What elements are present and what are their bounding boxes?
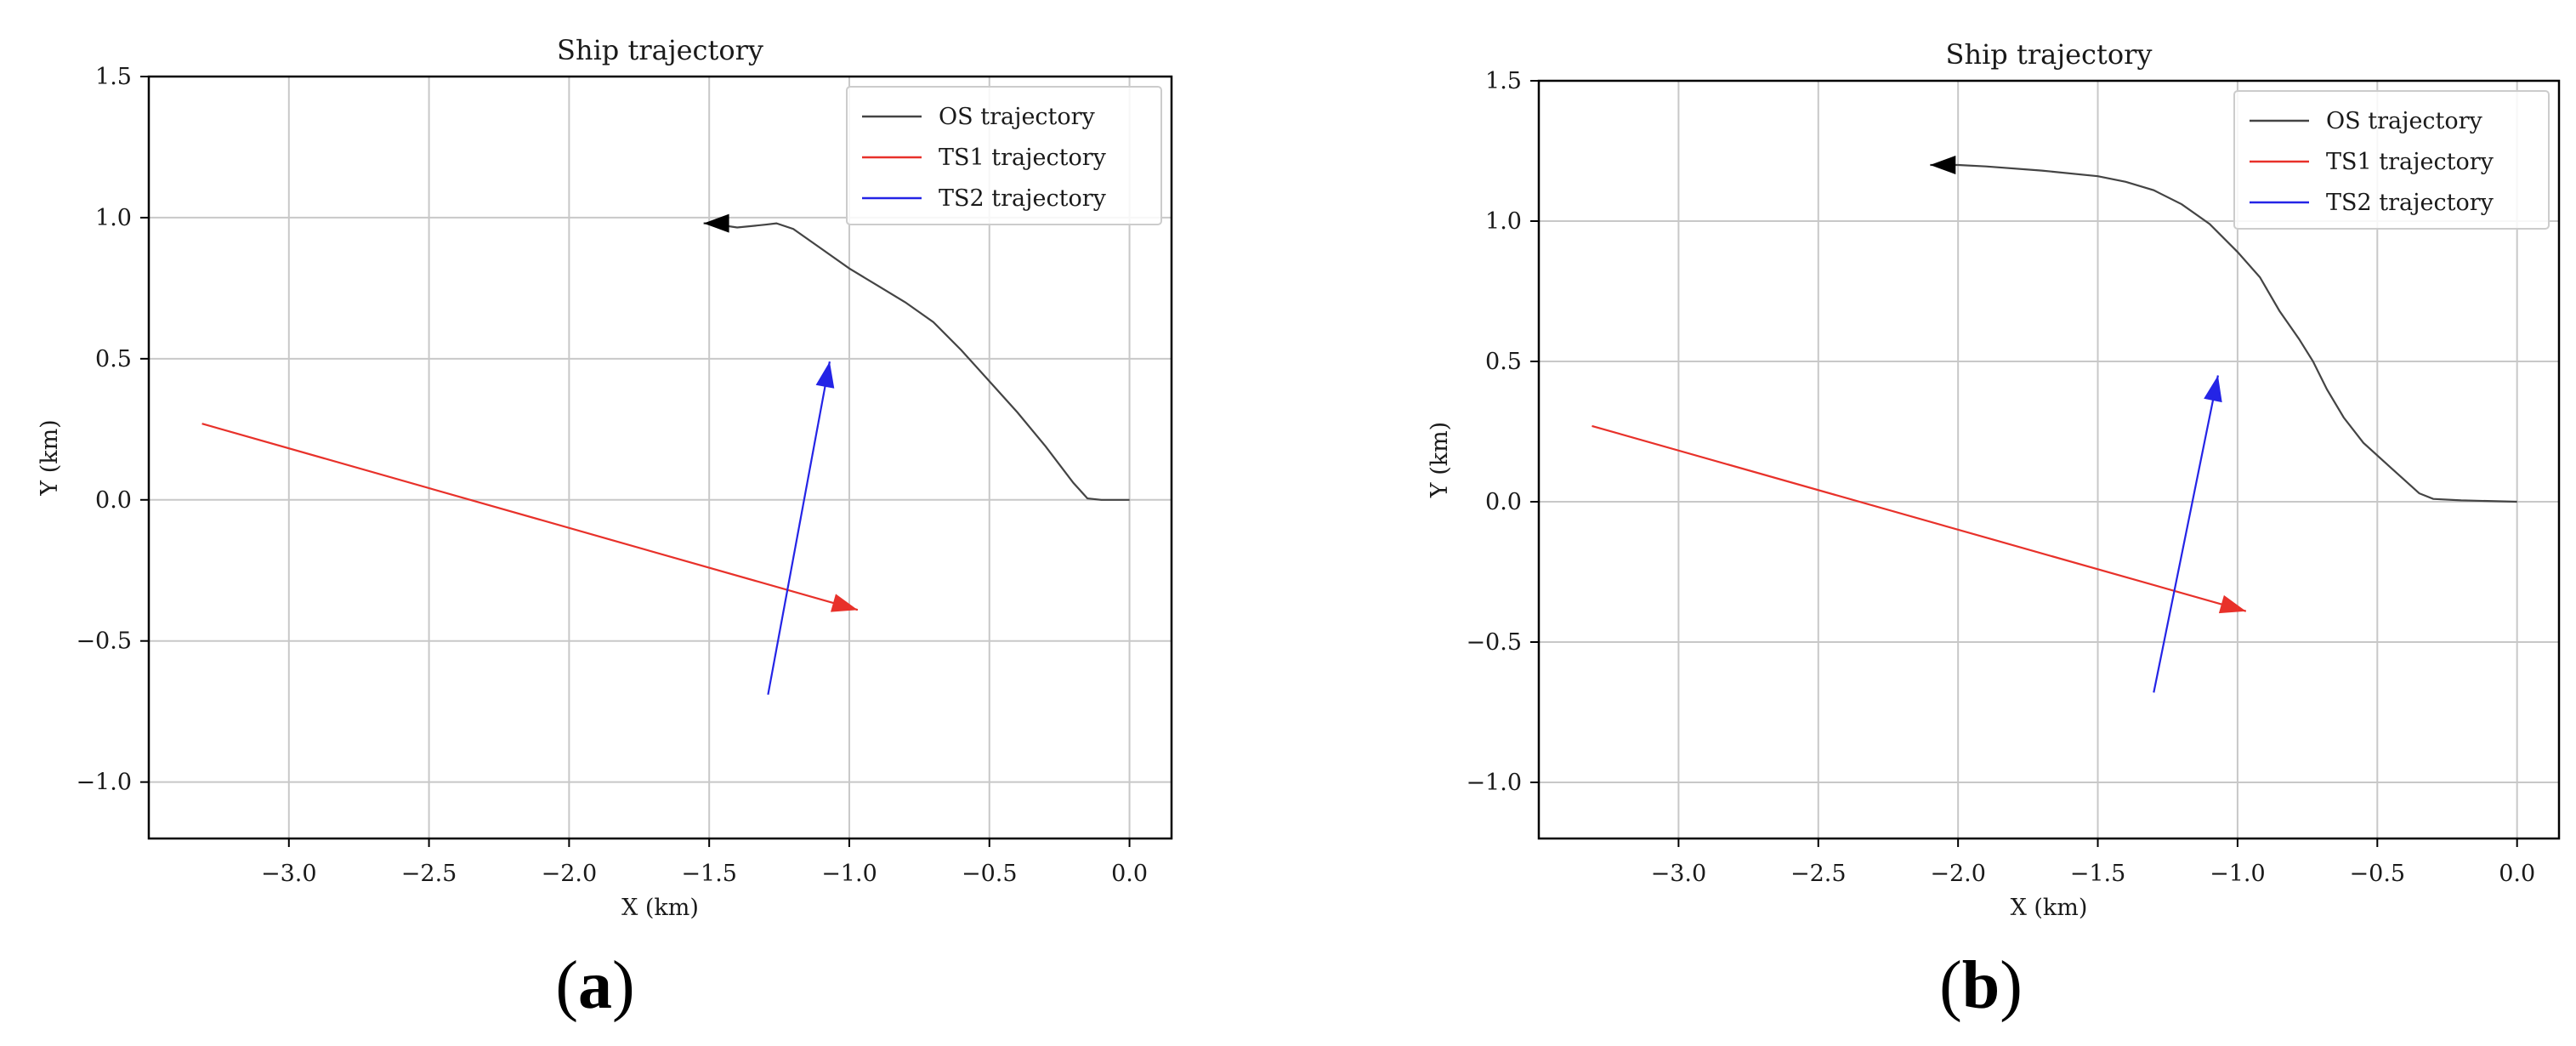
legend-label: TS1 trajectory [939,145,1107,171]
x-tick-label: 0.0 [2499,861,2535,887]
axes-frame [147,75,1173,840]
y-tick-label: 0.5 [1485,349,1522,375]
legend-label: OS trajectory [939,104,1096,130]
y-tick-label: 0.0 [1485,489,1522,515]
x-tick-label: 0.0 [1111,861,1148,887]
svg-text:(a): (a) [555,948,634,1023]
series-arrowhead-ts1 [2218,594,2246,614]
chart-panel-a: −3.0 −2.5 −2.0 −1.5 −1.0 −0.5 0.0 −1.0 −0.5 0.0 0.… [37,34,1173,921]
x-tick-label: −3.0 [1651,861,1707,887]
x-axis-label: X (km) [2011,895,2088,921]
svg-text:(b): (b) [1939,948,2023,1023]
x-tick-label: −2.5 [401,861,457,887]
series-arrowhead-os [703,213,729,233]
legend: OS trajectory TS1 trajectory TS2 trajector… [846,86,1162,225]
legend-box [846,86,1162,225]
x-axis-label: X (km) [621,895,699,921]
legend-label: TS2 trajectory [939,185,1107,212]
series-line-ts1 [201,423,859,611]
y-tick-label: 0.5 [95,346,132,372]
x-tick-label: −1.5 [2070,861,2126,887]
legend-label: OS trajectory [2326,108,2483,134]
y-tick-label: −0.5 [1466,629,1522,656]
x-tick-label: −0.5 [2350,861,2406,887]
y-tick-label: 1.0 [95,205,132,231]
legend-label: TS2 trajectory [2326,190,2494,216]
series-arrowhead-ts2 [815,361,835,389]
series-line-os [1930,163,2517,503]
y-tick-label: 0.0 [95,487,132,514]
y-tick-label: −0.5 [76,628,132,655]
x-tick-label: −0.5 [962,861,1018,887]
panel-label-b: (b) [1939,948,2023,1023]
x-tick-label: −2.0 [542,861,598,887]
x-tick-label: −3.0 [261,861,317,887]
x-tick-label: −2.0 [1930,861,1986,887]
y-tick-label: 1.0 [1485,208,1522,235]
legend: OS trajectory TS1 trajectory TS2 trajector… [2233,90,2550,230]
y-tick-label: −1.0 [76,770,132,796]
series-arrowhead-ts1 [831,594,858,612]
series-line-ts1 [1592,424,2247,612]
chart-panel-b: −3.0 −2.5 −2.0 −1.5 −1.0 −0.5 0.0 −1.0 −0.5 0.0 0.… [1427,38,2561,921]
x-tick-label: −1.0 [2210,861,2266,887]
series-arrowhead-ts2 [2204,375,2222,403]
y-tick-label: 1.5 [1485,68,1522,94]
series-arrowhead-os [1930,156,1956,174]
legend-box [2233,90,2550,230]
y-tick-label: −1.0 [1466,770,1522,796]
y-axis-label: Y (km) [37,419,63,496]
x-tick-label: −1.0 [821,861,877,887]
y-tick-label: 1.5 [95,64,132,90]
axes-frame [1537,79,2561,840]
legend-label: TS1 trajectory [2326,149,2494,175]
chart-title: Ship trajectory [1946,38,2153,71]
series-line-ts2 [767,361,831,696]
x-tick-label: −1.5 [681,861,737,887]
series-line-ts2 [2153,375,2219,693]
panel-label-a: (a) [555,948,634,1023]
x-tick-label: −2.5 [1790,861,1847,887]
series-line-os [703,222,1130,501]
y-axis-label: Y (km) [1427,422,1453,498]
chart-title: Ship trajectory [557,34,763,66]
